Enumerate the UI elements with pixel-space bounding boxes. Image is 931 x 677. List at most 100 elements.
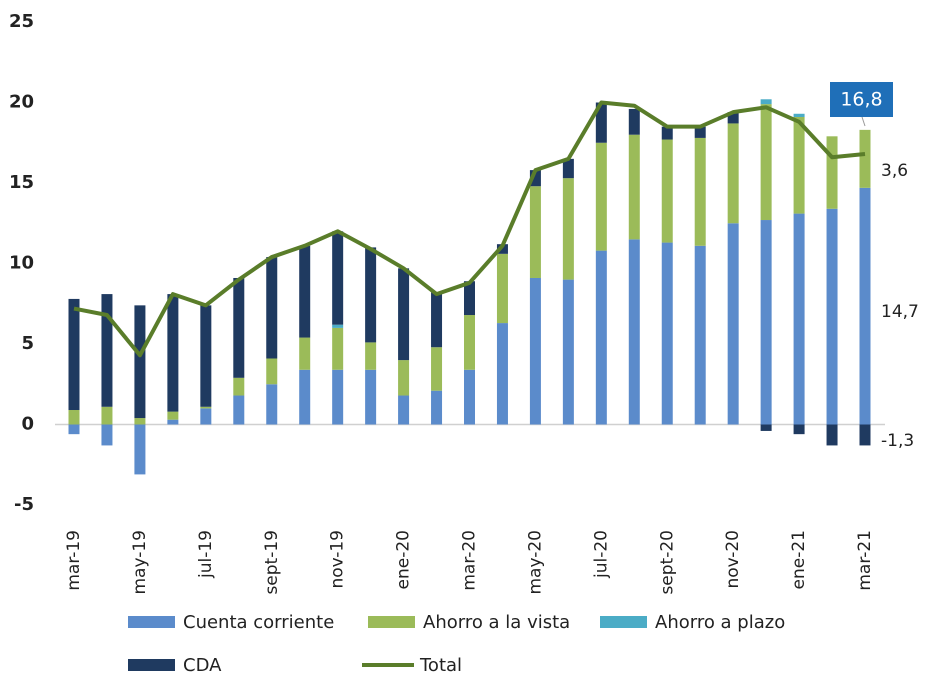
bar-segment	[661, 139, 673, 243]
bar-segment	[595, 102, 607, 143]
bar-segment	[628, 239, 640, 425]
bar-segment	[431, 292, 443, 348]
x-tick-label: ene-20	[394, 530, 414, 589]
bar-segment	[431, 347, 443, 391]
legend-swatch	[600, 616, 647, 628]
x-tick-label: mar-20	[460, 530, 480, 591]
bar-segment	[826, 208, 838, 425]
value-label: -1,3	[881, 431, 914, 451]
bar-segment	[694, 137, 706, 246]
bar-segment	[727, 112, 739, 124]
bar-segment	[200, 305, 212, 407]
bar-segment	[727, 223, 739, 425]
y-tick-label: -5	[14, 494, 34, 515]
bar-segment	[68, 424, 80, 435]
legend-label: CDA	[183, 655, 222, 676]
bar-segment	[562, 279, 574, 425]
bar-segment	[529, 277, 541, 425]
bar-segment	[464, 281, 475, 316]
bar-segment	[365, 247, 377, 343]
legend-label: Ahorro a la vista	[423, 612, 570, 633]
bar-segment	[200, 406, 212, 409]
x-tick-label: mar-21	[855, 530, 875, 591]
bar-segment	[233, 277, 245, 378]
bar-segment	[496, 244, 508, 254]
x-tick-label: may-19	[130, 530, 150, 595]
y-tick-label: 0	[21, 414, 34, 435]
legend-swatch	[128, 616, 175, 628]
bar-segment	[332, 327, 344, 370]
bar-segment	[365, 342, 377, 370]
bar-segment	[760, 220, 772, 425]
bar-segment	[299, 369, 311, 425]
bar-segment	[68, 410, 80, 425]
bar-segment	[793, 116, 805, 214]
x-tick-label: mar-19	[64, 530, 84, 591]
bar-segment	[332, 369, 344, 425]
bar-segment	[464, 369, 475, 425]
bar-segment	[562, 158, 574, 179]
legend-label: Total	[419, 655, 462, 676]
bar-segment	[332, 231, 344, 325]
x-tick-label: sept-20	[657, 530, 677, 595]
bar-segment	[134, 418, 146, 425]
bar-segment	[266, 257, 278, 359]
bar-segment	[464, 315, 475, 370]
total-line	[73, 100, 866, 358]
bar-segment	[496, 323, 508, 425]
bar-segment	[628, 134, 640, 240]
bar-segment	[431, 390, 443, 425]
bar-segment	[760, 104, 772, 221]
y-tick-label: 25	[9, 11, 34, 32]
x-tick-label: jul-19	[196, 530, 216, 579]
x-tick-label: may-20	[525, 530, 545, 595]
bar-segment	[859, 187, 871, 425]
bar-segment	[299, 245, 311, 338]
value-label: 14,7	[881, 302, 919, 322]
bar-segment	[628, 108, 640, 135]
bar-segment	[661, 242, 673, 425]
value-label: 16,8	[840, 89, 882, 111]
bar-segment	[167, 411, 179, 420]
bar-segment	[595, 142, 607, 251]
bar-segment	[694, 126, 706, 138]
bar-segment	[101, 406, 113, 425]
bar-segment	[134, 305, 146, 419]
bar-segment	[529, 170, 541, 187]
y-tick-label: 10	[9, 253, 34, 274]
bar-segment	[760, 424, 772, 431]
bar-segment	[266, 384, 278, 425]
x-tick-label: nov-20	[723, 530, 743, 589]
bar-segment	[793, 113, 805, 117]
y-tick-label: 5	[21, 333, 34, 354]
bar-segment	[398, 360, 410, 396]
bar-segment	[266, 358, 278, 385]
x-tick-label: ene-21	[789, 530, 809, 589]
bar-segment	[398, 395, 410, 425]
bar-segment	[365, 369, 377, 425]
bar-segment	[826, 136, 838, 209]
x-tick-label: nov-19	[328, 530, 348, 589]
bar-segment	[68, 298, 80, 411]
bar-segment	[233, 377, 245, 396]
y-tick-label: 20	[9, 92, 34, 113]
bar-segment	[167, 419, 179, 425]
value-label: 3,6	[881, 161, 908, 181]
bar-segment	[299, 337, 311, 370]
bar-segment	[694, 245, 706, 425]
x-tick-label: sept-19	[262, 530, 282, 595]
bar-segment	[661, 126, 673, 140]
bar-segment	[760, 99, 772, 105]
bar-segment	[859, 424, 871, 446]
legend-label: Cuenta corriente	[183, 612, 334, 633]
bar-segment	[134, 424, 146, 475]
bar-segment	[233, 395, 245, 425]
legend-swatch	[368, 616, 415, 628]
bar-segment	[826, 424, 838, 446]
bar-segment	[793, 424, 805, 435]
bar-segment	[793, 213, 805, 425]
bar-segment	[859, 129, 871, 188]
bar-segment	[332, 324, 344, 328]
legend-label: Ahorro a plazo	[655, 612, 785, 633]
